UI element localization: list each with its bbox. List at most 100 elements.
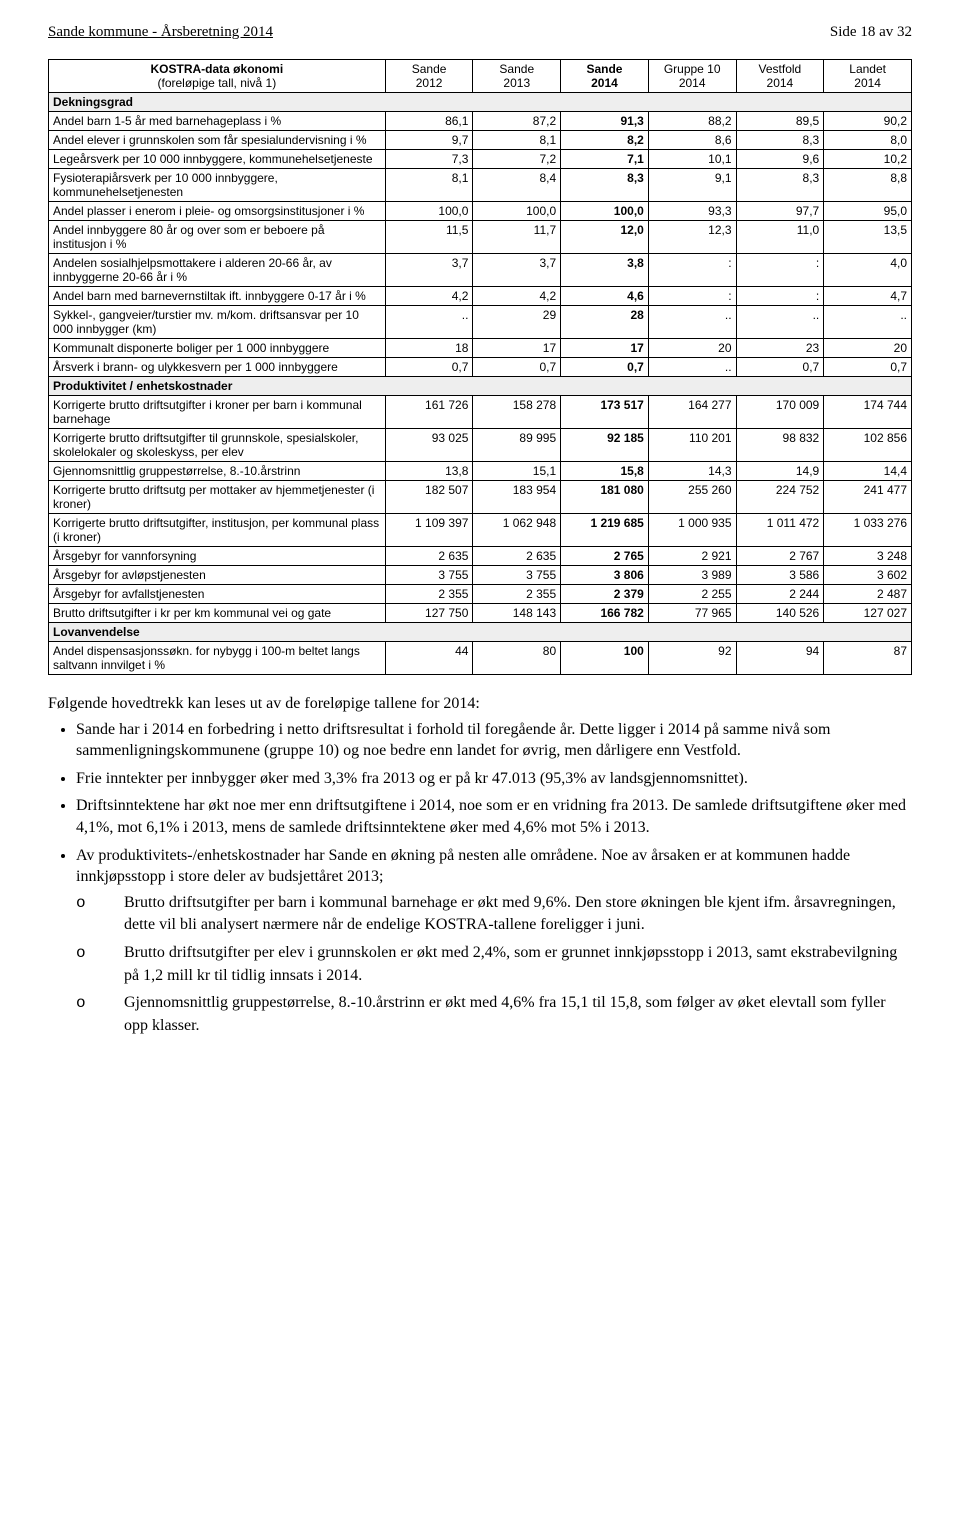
row-value: 8,3 xyxy=(736,131,824,150)
title-col-line1: KOSTRA-data økonomi xyxy=(151,62,284,76)
row-label: Andel barn 1-5 år med barnehageplass i % xyxy=(49,112,386,131)
row-value: 10,2 xyxy=(824,150,912,169)
row-value: 183 954 xyxy=(473,481,561,514)
row-value: 23 xyxy=(736,339,824,358)
row-value: 1 011 472 xyxy=(736,514,824,547)
row-value: 2 765 xyxy=(561,547,649,566)
row-value: 1 219 685 xyxy=(561,514,649,547)
row-value: 77 965 xyxy=(648,604,736,623)
row-value: 88,2 xyxy=(648,112,736,131)
row-value: 4,2 xyxy=(385,287,473,306)
row-label: Kommunalt disponerte boliger per 1 000 i… xyxy=(49,339,386,358)
row-label: Andel innbyggere 80 år og over som er be… xyxy=(49,221,386,254)
section-title: Dekningsgrad xyxy=(49,93,912,112)
table-row: Sykkel-, gangveier/turstier mv. m/kom. d… xyxy=(49,306,912,339)
row-value: 158 278 xyxy=(473,396,561,429)
title-col-line2: (foreløpige tall, nivå 1) xyxy=(158,76,277,90)
row-value: 14,9 xyxy=(736,462,824,481)
bullet-item: Driftsinntektene har økt noe mer enn dri… xyxy=(76,795,912,838)
row-label: Andel dispensasjonssøkn. for nybygg i 10… xyxy=(49,642,386,675)
row-value: 4,6 xyxy=(561,287,649,306)
row-value: 7,2 xyxy=(473,150,561,169)
header-left: Sande kommune - Årsberetning 2014 xyxy=(48,24,273,41)
row-label: Andel elever i grunnskolen som får spesi… xyxy=(49,131,386,150)
row-value: 95,0 xyxy=(824,202,912,221)
row-label: Sykkel-, gangveier/turstier mv. m/kom. d… xyxy=(49,306,386,339)
table-row: Årsgebyr for avløpstjenesten3 7553 7553 … xyxy=(49,566,912,585)
col-header: Vestfold2014 xyxy=(736,60,824,93)
row-value: 3,8 xyxy=(561,254,649,287)
row-value: 2 379 xyxy=(561,585,649,604)
section-row: Dekningsgrad xyxy=(49,93,912,112)
row-value: 127 750 xyxy=(385,604,473,623)
row-value: 98 832 xyxy=(736,429,824,462)
sub-bullet-item: Brutto driftsutgifter per elev i grunnsk… xyxy=(100,942,912,986)
row-value: 89,5 xyxy=(736,112,824,131)
row-value: 86,1 xyxy=(385,112,473,131)
row-value: 97,7 xyxy=(736,202,824,221)
row-value: 29 xyxy=(473,306,561,339)
col-header: Gruppe 102014 xyxy=(648,60,736,93)
row-value: 18 xyxy=(385,339,473,358)
row-value: 241 477 xyxy=(824,481,912,514)
table-row: Andelen sosialhjelpsmottakere i alderen … xyxy=(49,254,912,287)
row-value: 12,0 xyxy=(561,221,649,254)
row-value: 1 000 935 xyxy=(648,514,736,547)
row-value: 182 507 xyxy=(385,481,473,514)
row-value: 15,8 xyxy=(561,462,649,481)
row-value: 12,3 xyxy=(648,221,736,254)
table-row: Kommunalt disponerte boliger per 1 000 i… xyxy=(49,339,912,358)
row-value: 89 995 xyxy=(473,429,561,462)
row-value: 11,7 xyxy=(473,221,561,254)
section-title: Produktivitet / enhetskostnader xyxy=(49,377,912,396)
body-text: Følgende hovedtrekk kan leses ut av de f… xyxy=(48,693,912,1036)
header-right: Side 18 av 32 xyxy=(830,24,912,41)
row-value: 3 755 xyxy=(473,566,561,585)
row-value: 224 752 xyxy=(736,481,824,514)
section-row: Lovanvendelse xyxy=(49,623,912,642)
table-row: Korrigerte brutto driftsutgifter til gru… xyxy=(49,429,912,462)
table-body: DekningsgradAndel barn 1-5 år med barneh… xyxy=(49,93,912,675)
row-value: 2 635 xyxy=(385,547,473,566)
row-value: 3 586 xyxy=(736,566,824,585)
row-value: 90,2 xyxy=(824,112,912,131)
row-value: 3 602 xyxy=(824,566,912,585)
table-row: Andel barn med barnevernstiltak ift. inn… xyxy=(49,287,912,306)
row-value: 8,1 xyxy=(473,131,561,150)
row-value: 3,7 xyxy=(385,254,473,287)
row-label: Legeårsverk per 10 000 innbyggere, kommu… xyxy=(49,150,386,169)
row-value: 110 201 xyxy=(648,429,736,462)
section-title: Lovanvendelse xyxy=(49,623,912,642)
row-label: Korrigerte brutto driftsutgifter til gru… xyxy=(49,429,386,462)
row-value: 100 xyxy=(561,642,649,675)
row-value: 7,1 xyxy=(561,150,649,169)
row-value: 92 185 xyxy=(561,429,649,462)
col-header: Sande2013 xyxy=(473,60,561,93)
row-value: 17 xyxy=(473,339,561,358)
row-value: 10,1 xyxy=(648,150,736,169)
row-value: 92 xyxy=(648,642,736,675)
row-value: 8,6 xyxy=(648,131,736,150)
row-value: 14,3 xyxy=(648,462,736,481)
row-value: 2 487 xyxy=(824,585,912,604)
row-label: Årsgebyr for vannforsyning xyxy=(49,547,386,566)
row-value: 11,0 xyxy=(736,221,824,254)
row-value: .. xyxy=(648,306,736,339)
bullet-item: Sande har i 2014 en forbedring i netto d… xyxy=(76,719,912,762)
page-header: Sande kommune - Årsberetning 2014 Side 1… xyxy=(48,24,912,41)
table-row: Korrigerte brutto driftsutgifter i krone… xyxy=(49,396,912,429)
row-value: 87 xyxy=(824,642,912,675)
row-value: 2 355 xyxy=(385,585,473,604)
row-value: : xyxy=(648,287,736,306)
table-row: Andel elever i grunnskolen som får spesi… xyxy=(49,131,912,150)
row-value: 0,7 xyxy=(824,358,912,377)
col-header: Sande2014 xyxy=(561,60,649,93)
row-value: 127 027 xyxy=(824,604,912,623)
row-value: 3 806 xyxy=(561,566,649,585)
section-row: Produktivitet / enhetskostnader xyxy=(49,377,912,396)
row-value: 4,0 xyxy=(824,254,912,287)
table-row: Årsgebyr for avfallstjenesten2 3552 3552… xyxy=(49,585,912,604)
row-value: 0,7 xyxy=(736,358,824,377)
row-value: 174 744 xyxy=(824,396,912,429)
table-row: Korrigerte brutto driftsutgifter, instit… xyxy=(49,514,912,547)
